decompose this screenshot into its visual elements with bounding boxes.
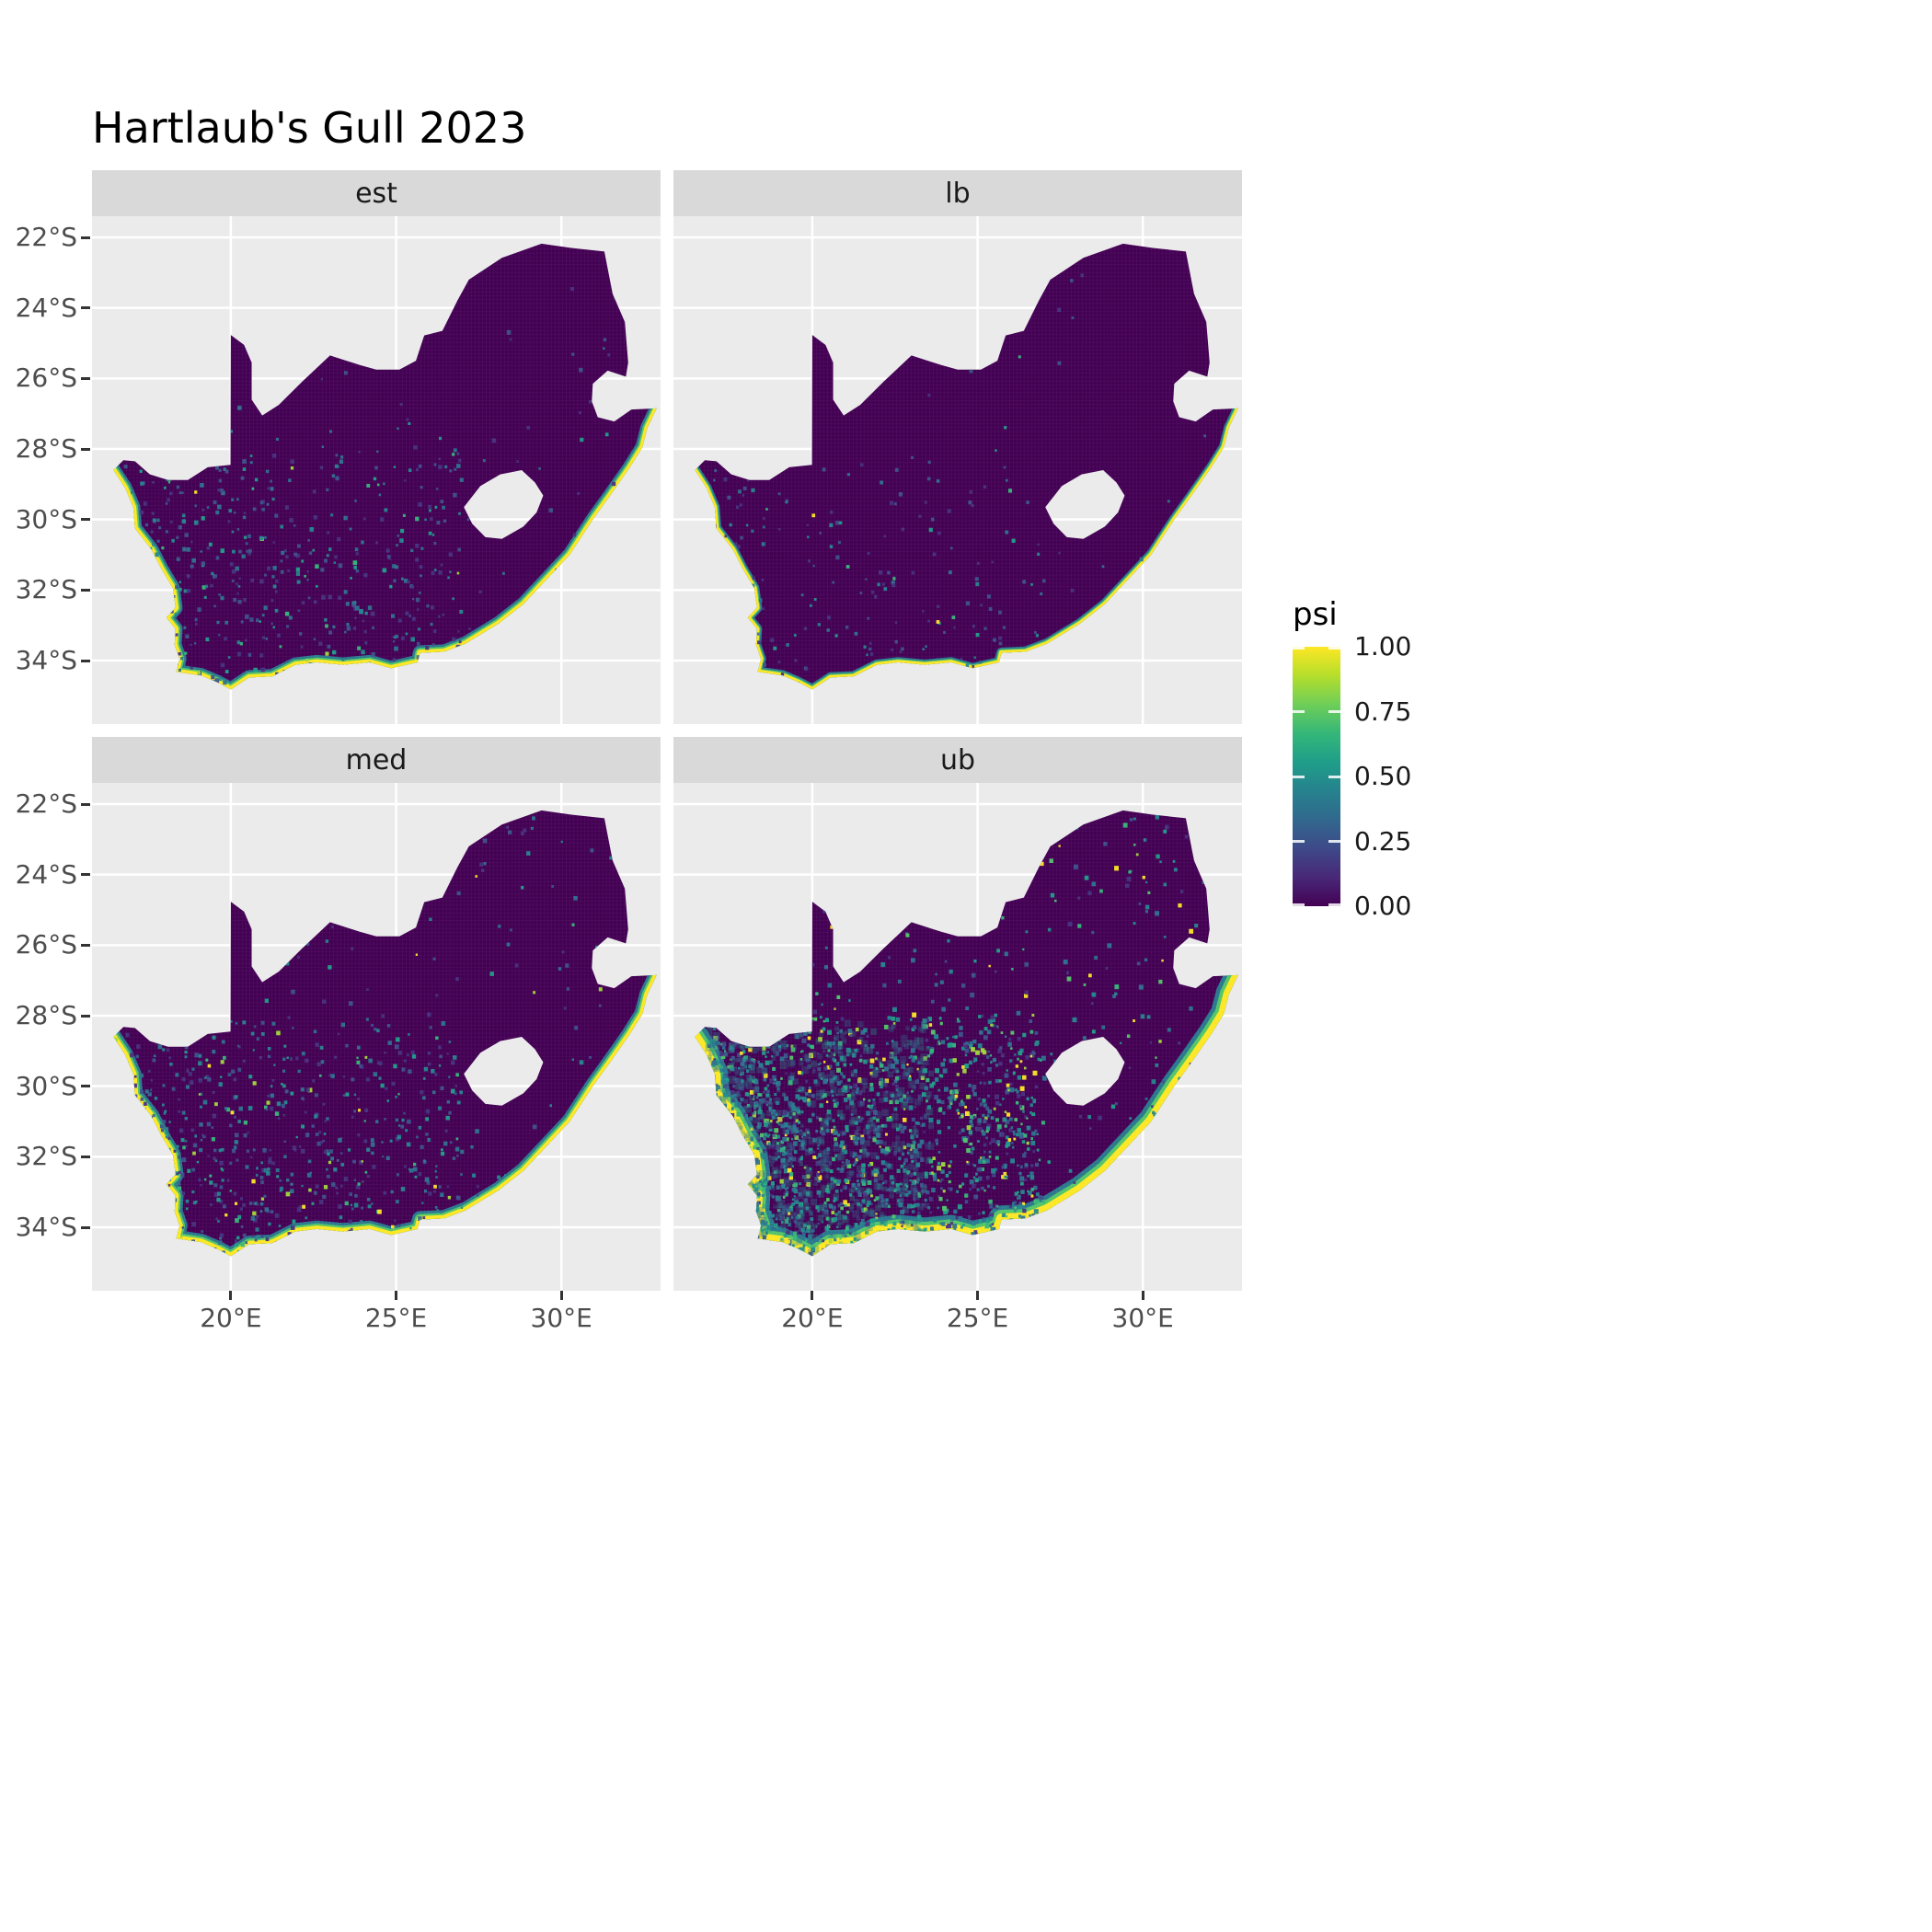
x-axis-label: 25°E: [364, 1303, 428, 1333]
plot-title: Hartlaub's Gull 2023: [92, 103, 527, 153]
legend-tick-mark: [1293, 647, 1305, 650]
x-axis-label: 30°E: [1111, 1303, 1174, 1333]
x-axis-label: 20°E: [200, 1303, 262, 1333]
facet-label-ub: ub: [939, 743, 976, 776]
x-axis-tick: [229, 1291, 233, 1300]
y-axis-label: 30°S: [15, 503, 77, 535]
x-axis-label: 20°E: [781, 1303, 844, 1333]
map-panel-med: [92, 783, 661, 1291]
map-ub: [673, 783, 1242, 1291]
x-axis-tick: [976, 1291, 980, 1300]
y-axis-label: 28°S: [15, 1000, 77, 1030]
legend-tick-label: 0.25: [1354, 825, 1412, 857]
facet-label-med: med: [345, 743, 408, 776]
legend-tick-mark: [1328, 710, 1340, 713]
x-axis-label: 30°E: [530, 1303, 592, 1333]
y-axis-tick: [81, 236, 90, 239]
y-axis-tick: [81, 1225, 90, 1229]
legend-tick-mark: [1293, 840, 1305, 843]
y-axis-label: 22°S: [15, 788, 77, 819]
map-panel-ub: [673, 783, 1242, 1291]
y-axis-tick: [81, 518, 90, 522]
legend-tick-mark: [1293, 903, 1305, 906]
y-axis-tick: [81, 873, 90, 877]
y-axis-label: 34°S: [15, 1212, 77, 1242]
y-axis-label: 24°S: [15, 858, 77, 890]
legend-tick-mark: [1293, 710, 1305, 713]
facet-label-est: est: [355, 177, 397, 210]
y-axis-tick: [81, 1085, 90, 1088]
y-axis-tick: [81, 1155, 90, 1158]
map-lb: [673, 216, 1242, 724]
x-axis-tick: [1141, 1291, 1144, 1300]
y-axis-tick: [81, 1014, 90, 1018]
x-axis-tick: [559, 1291, 563, 1300]
x-axis-tick: [395, 1291, 398, 1300]
map-med: [92, 783, 661, 1291]
facet-strip-est: est: [92, 170, 661, 216]
y-axis-label: 26°S: [15, 929, 77, 960]
y-axis-tick: [81, 306, 90, 310]
y-axis-tick: [81, 447, 90, 451]
y-axis-tick: [81, 943, 90, 947]
y-axis-tick: [81, 376, 90, 380]
y-axis-tick: [81, 588, 90, 592]
legend-tick-label: 0.50: [1354, 761, 1412, 791]
y-axis-label: 22°S: [15, 222, 77, 252]
map-est: [92, 216, 661, 724]
y-axis-label: 26°S: [15, 362, 77, 394]
map-panel-est: [92, 216, 661, 724]
legend-tick-mark: [1293, 775, 1305, 778]
facet-label-lb: lb: [945, 177, 971, 210]
y-axis-label: 24°S: [15, 292, 77, 323]
y-axis-label: 28°S: [15, 433, 77, 464]
y-axis-label: 32°S: [15, 574, 77, 605]
facet-strip-lb: lb: [673, 170, 1242, 216]
y-axis-tick: [81, 802, 90, 806]
legend-tick-label: 0.00: [1354, 891, 1412, 921]
y-axis-tick: [81, 659, 90, 662]
facet-strip-ub: ub: [673, 737, 1242, 783]
y-axis-label: 34°S: [15, 645, 77, 675]
legend-tick-mark: [1328, 840, 1340, 843]
map-panel-lb: [673, 216, 1242, 724]
legend-title: psi: [1293, 596, 1338, 633]
x-axis-tick: [811, 1291, 814, 1300]
legend-tick-label: 1.00: [1354, 631, 1412, 661]
legend-tick-mark: [1328, 903, 1340, 906]
y-axis-label: 32°S: [15, 1141, 77, 1172]
facet-strip-med: med: [92, 737, 661, 783]
legend-tick-label: 0.75: [1354, 696, 1412, 727]
x-axis-label: 25°E: [946, 1303, 1009, 1333]
y-axis-label: 30°S: [15, 1070, 77, 1101]
legend-tick-mark: [1328, 775, 1340, 778]
legend-tick-mark: [1328, 647, 1340, 650]
